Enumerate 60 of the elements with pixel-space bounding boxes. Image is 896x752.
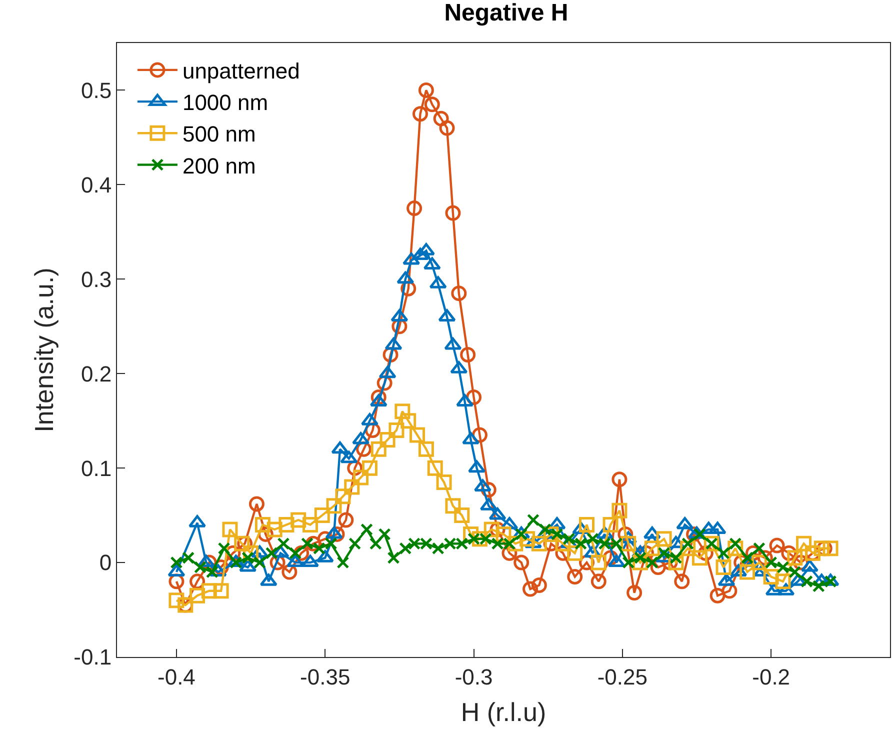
point [369,537,382,550]
point [788,566,802,578]
point [182,552,195,564]
x-tick-label: -0.25 [597,664,648,690]
y-tick-label: 0.3 [81,266,112,292]
x-tick-label: -0.35 [300,664,350,690]
point [586,532,599,546]
point [800,575,813,588]
point [550,528,564,540]
point [218,542,230,555]
x-axis-title: H (r.l.u) [460,697,546,728]
point [265,546,278,560]
point [752,542,766,555]
legend-label: 200 nm [182,153,256,178]
point [764,556,778,569]
chart-title: Negative H [444,0,568,27]
x-tick-label: -0.4 [158,664,196,690]
point [741,552,754,564]
point [729,537,742,550]
x-tick-label: -0.3 [454,664,493,690]
y-tick-label: 0.4 [81,172,112,198]
point [526,514,540,526]
y-tick-label: -0.1 [74,644,112,670]
y-tick-label: 0.2 [81,361,112,386]
point [336,556,350,569]
point [824,575,837,588]
x-tick-label: -0.2 [752,664,790,690]
point [289,546,302,560]
point [301,537,314,550]
point [277,537,290,550]
point [348,537,362,550]
point [574,537,588,550]
point [646,556,658,569]
point [312,542,326,555]
point [170,556,183,569]
y-axis-title: Intensity (a.u.) [29,268,60,432]
point [230,556,242,569]
point [360,523,373,536]
legend-label: 1000 nm [182,90,268,116]
point [253,556,266,569]
point [812,580,825,592]
point [242,552,254,564]
point [387,552,400,564]
y-tick-label: 0.1 [81,456,112,481]
point [670,552,682,564]
point [634,552,647,564]
point [776,561,790,574]
point [622,556,635,569]
point [194,561,206,574]
y-tick-label: 0 [99,550,112,576]
point [432,542,444,555]
legend-label: unpatterned [182,58,300,84]
point [324,537,338,550]
point [378,528,391,540]
y-tick-label: 0.5 [81,78,112,103]
point [682,537,694,550]
point [538,523,552,536]
legend-label: 500 nm [182,122,256,147]
point [717,546,730,560]
point [399,542,412,555]
